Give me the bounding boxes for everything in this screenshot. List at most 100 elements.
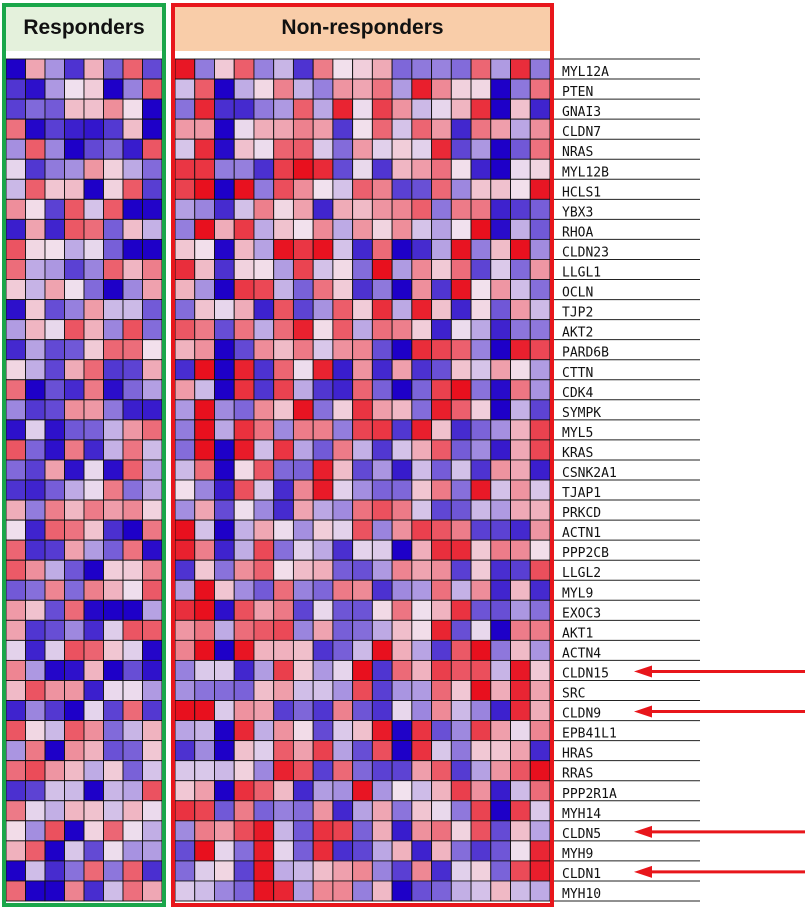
heatmap-cell-non-responder [214, 780, 235, 802]
heatmap-cell-responder [103, 639, 124, 661]
heatmap-cell-non-responder [371, 118, 393, 140]
heatmap-cell-non-responder [470, 218, 492, 240]
heatmap-cell-non-responder [352, 760, 373, 782]
heatmap-cell-non-responder [312, 680, 334, 701]
heatmap-cell-non-responder [352, 599, 373, 621]
heatmap-cell-non-responder [214, 740, 235, 762]
heatmap-cell-non-responder [214, 299, 235, 321]
heatmap-cell-non-responder [292, 720, 314, 742]
heatmap-cell-responder [25, 820, 46, 842]
heatmap-cell-non-responder [214, 880, 235, 902]
heatmap-cell-non-responder [253, 800, 275, 822]
heatmap-cell-non-responder [214, 359, 235, 381]
heatmap-cell-responder [64, 218, 85, 240]
heatmap-cell-non-responder [490, 479, 511, 501]
gene-label: MYH10 [562, 887, 601, 902]
heatmap-cell-non-responder [312, 359, 334, 381]
heatmap-cell-responder [25, 659, 46, 681]
heatmap-cell-non-responder [233, 840, 255, 862]
heatmap-cell-non-responder [273, 78, 294, 100]
heatmap-cell-non-responder [273, 158, 294, 180]
gene-label: MYL12B [562, 165, 609, 180]
heatmap-cell-non-responder [371, 680, 393, 701]
heatmap-cell-non-responder [214, 840, 235, 862]
heatmap-cell-non-responder [431, 218, 452, 240]
heatmap-cell-responder [122, 118, 143, 140]
heatmap-cell-responder [5, 479, 26, 501]
heatmap-cell-non-responder [332, 659, 354, 681]
heatmap-cell-non-responder [273, 279, 294, 301]
heatmap-cell-responder [64, 259, 85, 280]
heatmap-cell-responder [5, 680, 26, 701]
heatmap-cell-non-responder [490, 98, 511, 120]
heatmap-cell-non-responder [273, 238, 294, 260]
heatmap-cell-non-responder [470, 58, 492, 80]
gene-label: OCLN [562, 286, 593, 301]
gene-label: CLDN15 [562, 666, 609, 681]
heatmap-cell-responder [5, 339, 26, 361]
heatmap-cell-non-responder [490, 158, 511, 180]
heatmap-cell-non-responder [194, 559, 215, 581]
heatmap-cell-responder [44, 860, 65, 882]
heatmap-cell-non-responder [273, 519, 294, 541]
heatmap-cell-non-responder [352, 118, 373, 140]
heatmap-cell-non-responder [214, 218, 235, 240]
heatmap-cell-responder [25, 800, 46, 822]
heatmap-cell-responder [122, 680, 143, 701]
heatmap-cell-non-responder [391, 439, 413, 461]
heatmap-cell-non-responder [292, 459, 314, 481]
heatmap-cell-non-responder [174, 780, 196, 802]
heatmap-cell-non-responder [431, 259, 452, 280]
heatmap-cell-non-responder [391, 680, 413, 701]
heatmap-cell-responder [44, 359, 65, 381]
heatmap-cell-non-responder [391, 399, 413, 421]
heatmap-cell-non-responder [490, 339, 511, 361]
highlight-arrow-head [634, 665, 652, 678]
gene-label: MYL5 [562, 426, 593, 441]
heatmap-cell-non-responder [371, 238, 393, 260]
heatmap-cell-responder [103, 860, 124, 882]
heatmap-cell-non-responder [332, 259, 354, 280]
heatmap-cell-non-responder [490, 279, 511, 301]
heatmap-cell-responder [142, 619, 163, 641]
heatmap-cell-non-responder [391, 58, 413, 80]
heatmap-cell-non-responder [411, 840, 433, 862]
heatmap-cell-non-responder [253, 639, 275, 661]
heatmap-cell-non-responder [174, 519, 196, 541]
heatmap-cell-non-responder [332, 359, 354, 381]
heatmap-cell-responder [64, 198, 85, 220]
heatmap-cell-non-responder [312, 700, 334, 722]
heatmap-cell-non-responder [529, 98, 551, 120]
heatmap-cell-non-responder [352, 359, 373, 381]
heatmap-cell-non-responder [253, 98, 275, 120]
heatmap-cell-non-responder [490, 680, 511, 701]
heatmap-cell-non-responder [292, 599, 314, 621]
heatmap-cell-non-responder [391, 499, 413, 521]
heatmap-cell-responder [64, 700, 85, 722]
gene-label: HRAS [562, 747, 593, 762]
heatmap-cell-responder [5, 780, 26, 802]
heatmap-cell-non-responder [411, 198, 433, 220]
heatmap-cell-non-responder [529, 760, 551, 782]
heatmap-cell-non-responder [411, 279, 433, 301]
heatmap-cell-non-responder [450, 319, 472, 341]
heatmap-cell-non-responder [391, 579, 413, 601]
heatmap-cell-non-responder [352, 720, 373, 742]
heatmap-cell-non-responder [352, 519, 373, 541]
heatmap-cell-responder [122, 359, 143, 381]
heatmap-cell-non-responder [253, 579, 275, 601]
heatmap-cell-non-responder [490, 639, 511, 661]
heatmap-cell-non-responder [194, 459, 215, 481]
gene-label: CLDN1 [562, 867, 601, 882]
heatmap-cell-non-responder [510, 840, 531, 862]
heatmap-cell-responder [103, 680, 124, 701]
heatmap-cell-responder [5, 639, 26, 661]
heatmap-cell-non-responder [194, 840, 215, 862]
heatmap-cell-non-responder [273, 800, 294, 822]
heatmap-cell-non-responder [510, 619, 531, 641]
heatmap-cell-responder [122, 720, 143, 742]
heatmap-cell-non-responder [470, 158, 492, 180]
heatmap-cell-responder [64, 138, 85, 160]
heatmap-cell-non-responder [529, 820, 551, 842]
heatmap-cell-non-responder [371, 559, 393, 581]
